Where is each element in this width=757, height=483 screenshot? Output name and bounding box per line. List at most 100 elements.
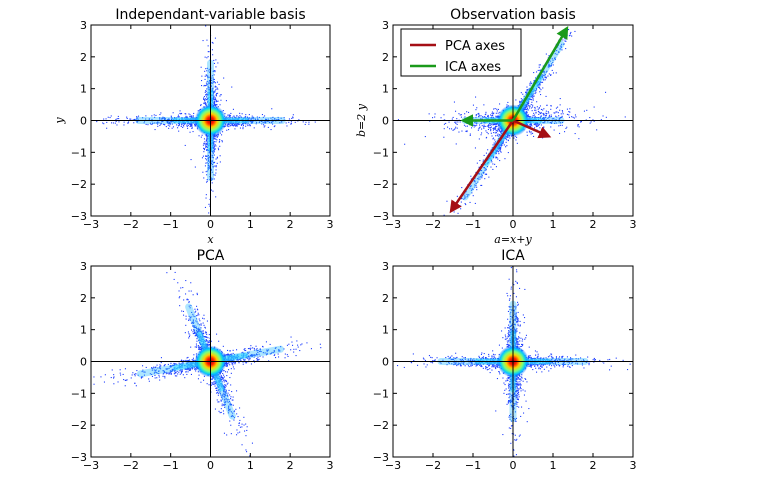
scatter-point xyxy=(129,118,131,120)
scatter-point xyxy=(248,118,250,120)
scatter-point xyxy=(514,135,516,137)
scatter-point xyxy=(544,72,546,74)
scatter-point xyxy=(534,117,536,119)
scatter-point xyxy=(548,116,550,118)
scatter-point xyxy=(185,113,187,115)
scatter-point xyxy=(496,129,498,131)
scatter-point xyxy=(487,128,489,130)
scatter-point xyxy=(214,102,216,104)
scatter-point xyxy=(204,70,206,72)
scatter-point xyxy=(571,35,573,37)
scatter-point xyxy=(541,74,543,76)
scatter-point xyxy=(219,140,221,142)
scatter-point xyxy=(208,83,210,85)
scatter-point xyxy=(537,123,539,125)
scatter-point xyxy=(561,43,563,45)
scatter-point xyxy=(471,188,473,190)
scatter-point xyxy=(493,142,495,144)
scatter-point xyxy=(483,127,485,129)
scatter-point xyxy=(209,88,211,90)
scatter-point xyxy=(190,125,192,127)
scatter-point xyxy=(501,144,503,146)
scatter-point xyxy=(236,124,238,126)
scatter-point xyxy=(209,80,211,82)
scatter-point xyxy=(488,116,490,118)
scatter-point xyxy=(534,109,536,111)
scatter-point xyxy=(205,25,207,27)
scatter-point xyxy=(534,80,536,82)
scatter-point xyxy=(475,125,477,127)
scatter-point xyxy=(528,105,530,107)
scatter-point xyxy=(528,88,530,90)
scatter-point xyxy=(219,145,221,147)
scatter-point xyxy=(527,102,529,104)
scatter-point xyxy=(202,144,204,146)
scatter-point xyxy=(478,138,480,140)
scatter-point xyxy=(551,69,553,71)
scatter-point xyxy=(483,125,485,127)
scatter-point xyxy=(206,67,208,69)
scatter-point xyxy=(451,128,453,130)
scatter-point xyxy=(479,124,481,126)
scatter-point xyxy=(539,117,541,119)
scatter-point xyxy=(116,124,118,126)
scatter-point xyxy=(472,104,474,106)
scatter-point xyxy=(432,240,433,241)
scatter-point xyxy=(551,63,553,65)
scatter-point xyxy=(200,136,202,138)
scatter-point xyxy=(211,75,213,77)
scatter-point xyxy=(550,108,552,110)
scatter-point xyxy=(206,137,208,139)
scatter-point xyxy=(465,130,467,132)
scatter-point xyxy=(233,115,235,117)
scatter-point xyxy=(281,121,283,123)
scatter-point xyxy=(470,185,472,187)
scatter-point xyxy=(233,123,235,125)
scatter-point xyxy=(524,107,526,109)
scatter-point xyxy=(169,123,171,125)
scatter-point xyxy=(550,74,552,76)
scatter-point xyxy=(238,117,240,119)
scatter-point xyxy=(200,104,202,106)
scatter-point xyxy=(448,121,450,123)
scatter-point xyxy=(142,117,144,119)
scatter-point xyxy=(213,62,215,64)
scatter-point xyxy=(213,136,215,138)
scatter-point xyxy=(111,122,113,124)
scatter-point xyxy=(206,140,208,142)
scatter-point xyxy=(553,118,555,120)
scatter-point xyxy=(551,58,553,60)
scatter-point xyxy=(476,162,478,164)
scatter-point xyxy=(530,98,532,100)
scatter-point xyxy=(542,122,544,124)
scatter-point xyxy=(207,75,209,77)
scatter-point xyxy=(519,101,521,103)
scatter-point xyxy=(464,194,466,196)
scatter-point xyxy=(495,157,497,159)
scatter-point xyxy=(244,123,246,125)
scatter-point xyxy=(539,70,541,72)
scatter-point xyxy=(545,119,547,121)
scatter-point xyxy=(506,145,508,147)
scatter-point xyxy=(493,127,495,129)
scatter-point xyxy=(526,86,528,88)
scatter-point xyxy=(191,115,193,117)
scatter-point xyxy=(181,117,183,119)
scatter-point xyxy=(577,20,578,21)
scatter-point xyxy=(559,104,561,106)
scatter-point xyxy=(479,115,481,117)
scatter-point xyxy=(484,170,486,172)
scatter-point xyxy=(539,86,541,88)
scatter-point xyxy=(490,166,492,168)
scatter-point xyxy=(203,102,205,104)
scatter-point xyxy=(469,133,471,135)
scatter-point xyxy=(480,118,482,120)
scatter-point xyxy=(445,229,446,230)
scatter-point xyxy=(180,125,182,127)
scatter-point xyxy=(211,150,213,152)
scatter-point xyxy=(232,116,234,118)
scatter-point xyxy=(200,66,202,68)
scatter-point xyxy=(247,124,249,126)
scatter-point xyxy=(272,120,274,122)
scatter-point xyxy=(560,46,562,48)
